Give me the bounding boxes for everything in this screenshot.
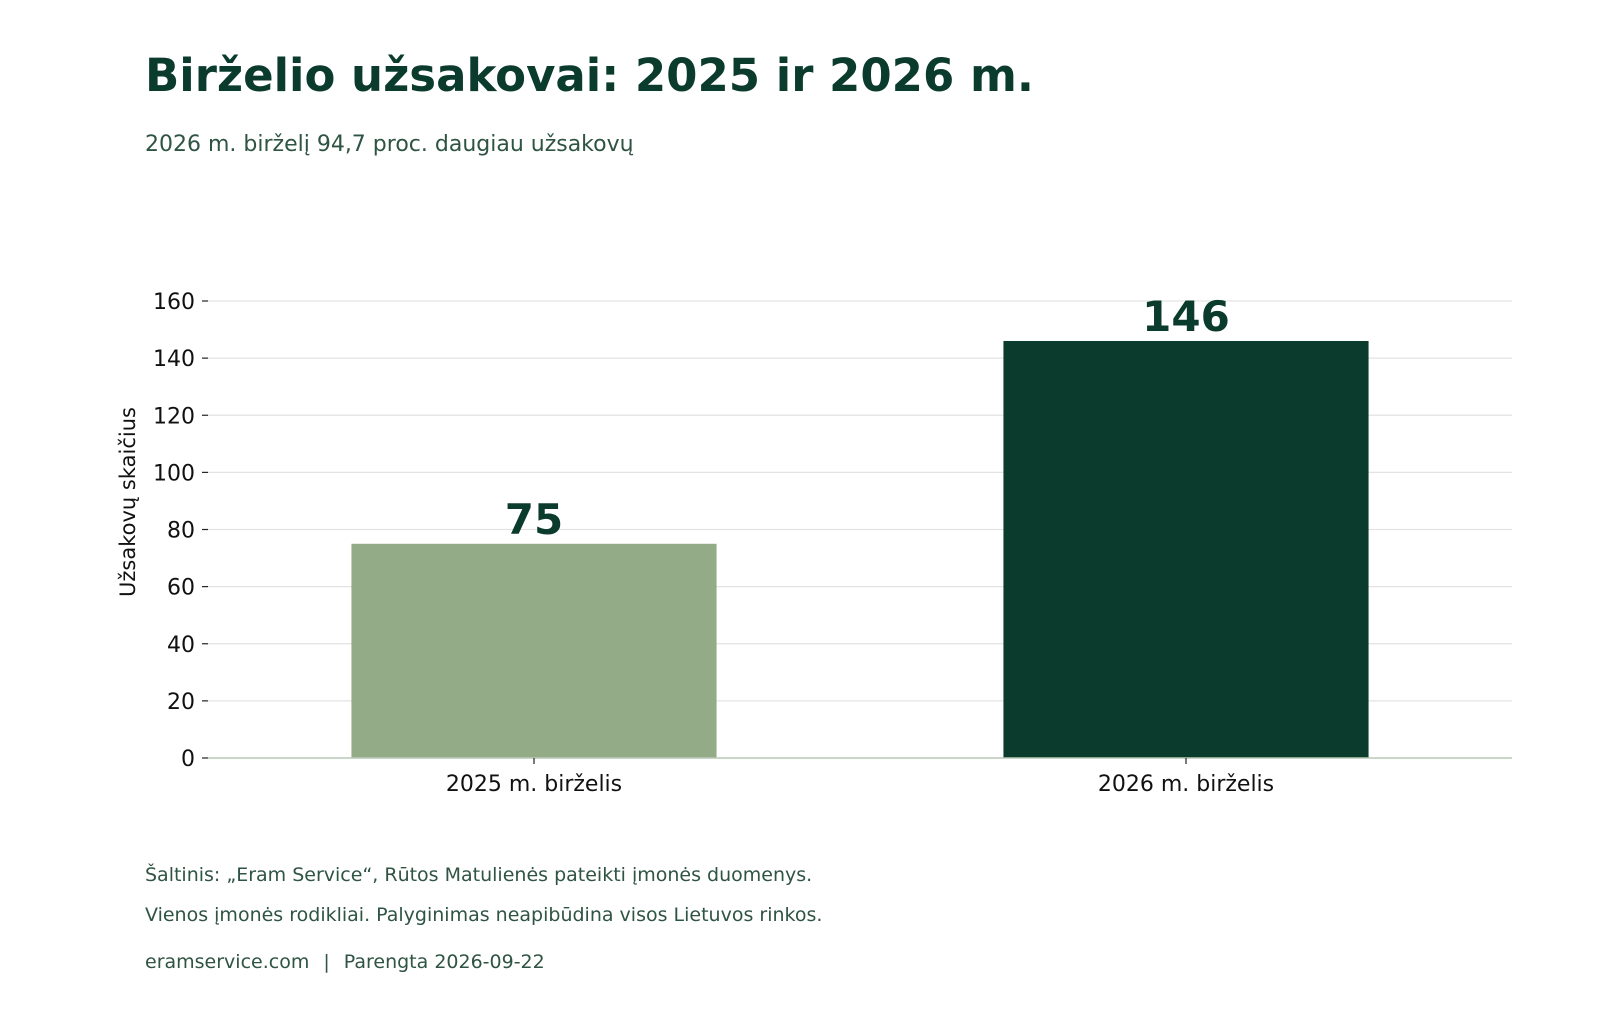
footer-source: Šaltinis: „Eram Service“, Rūtos Matulien… (145, 864, 813, 886)
axes: 0 20 40 60 80 100 120 140 160 2025 m. birželis 202… (153, 290, 1512, 797)
data-label: 75 (505, 495, 563, 544)
y-tick-label: 140 (153, 347, 195, 372)
data-label: 146 (1142, 292, 1230, 341)
bar (1003, 340, 1369, 758)
footer-site: eramservice.com (145, 951, 310, 973)
y-tick-label: 60 (167, 576, 195, 601)
chart-title: Birželio užsakovai: 2025 ir 2026 m. (145, 49, 1034, 102)
bar (351, 543, 717, 758)
y-tick-label: 120 (153, 404, 195, 429)
footer-meta: eramservice.com | Parengta 2026-09-22 (145, 950, 545, 974)
y-axis-label: Užsakovų skaičius (116, 407, 140, 597)
chart-subtitle: 2026 m. birželį 94,7 proc. daugiau užsak… (145, 132, 634, 157)
y-tick-label: 40 (167, 633, 195, 658)
y-tick-label: 80 (167, 519, 195, 544)
x-tick-label: 2026 m. birželis (1098, 772, 1274, 797)
bar-chart: 0 20 40 60 80 100 120 140 160 2025 m. birželis 202… (116, 290, 1512, 797)
y-tick-label: 20 (167, 690, 195, 715)
y-tick-label: 100 (153, 461, 195, 486)
y-tick-label: 0 (181, 747, 195, 772)
footer-prepared: Parengta 2026-09-22 (343, 951, 545, 973)
y-tick-label: 160 (153, 290, 195, 315)
footer-separator: | (323, 951, 330, 973)
data-labels: 75 146 (505, 292, 1230, 544)
bars (351, 340, 1369, 758)
x-tick-label: 2025 m. birželis (446, 772, 622, 797)
footer-note: Vienos įmonės rodikliai. Palyginimas nea… (145, 904, 823, 926)
